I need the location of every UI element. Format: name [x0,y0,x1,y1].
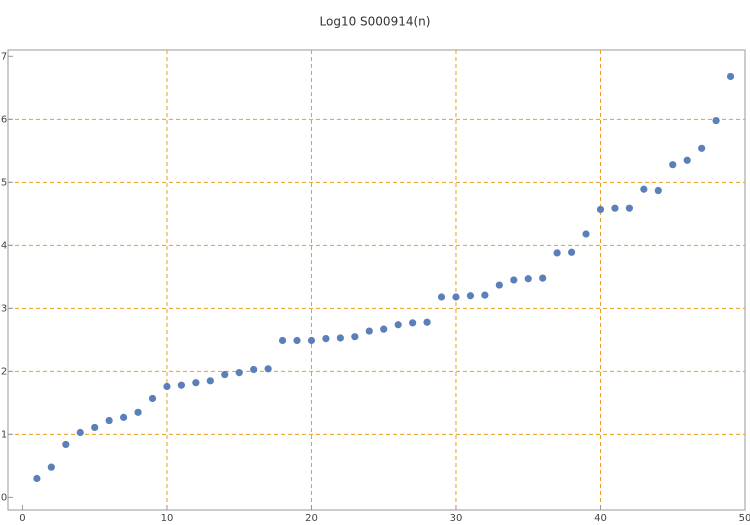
point [437,293,446,301]
point [250,365,258,374]
y-tick-label: 6 [1,114,7,125]
point [91,423,99,432]
point [596,205,605,214]
point [221,370,229,379]
y-tick-label: 4 [1,240,7,251]
point [148,394,157,403]
point [539,274,547,282]
point [47,463,55,471]
point [698,144,706,152]
point [654,186,662,195]
point [351,333,359,341]
point [452,293,460,301]
point [582,230,590,238]
y-tick-label: 2 [1,366,7,377]
point [481,291,489,299]
point [278,336,287,345]
point [726,72,735,81]
point [206,377,214,385]
y-tick-label: 0 [1,492,7,503]
point [336,334,344,342]
point [567,248,576,256]
point [394,321,402,329]
point [134,408,142,416]
point [466,292,475,300]
point [62,440,70,449]
point [625,204,633,212]
y-tick-label: 5 [1,177,7,188]
point [611,204,619,212]
point [235,369,243,377]
point [322,335,330,343]
x-tick-label: 10 [161,513,174,524]
point [192,379,200,387]
x-tick-label: 50 [739,513,750,524]
point [120,413,128,421]
plot-frame [7,49,746,511]
point [105,416,113,425]
point [177,381,186,389]
x-tick-label: 0 [19,513,25,524]
y-tick-label: 3 [1,303,7,314]
x-tick-label: 30 [450,513,463,524]
point [307,336,316,345]
point [683,156,691,164]
x-tick-label: 20 [305,513,318,524]
point [640,185,648,193]
point [510,276,518,284]
x-tick-label: 40 [594,513,607,524]
y-tick-label: 7 [1,51,7,62]
chart-title: Log10 S000914(n) [320,15,431,29]
point [365,327,373,335]
point [264,365,272,373]
point [163,382,171,391]
point [76,428,84,437]
point [495,281,503,289]
point [380,325,388,333]
point [712,116,720,125]
point [33,474,41,483]
point [409,319,417,327]
point [669,161,677,169]
point [293,336,301,345]
y-tick-label: 1 [1,429,7,440]
point [553,249,561,257]
point [524,275,532,283]
point [423,318,431,326]
